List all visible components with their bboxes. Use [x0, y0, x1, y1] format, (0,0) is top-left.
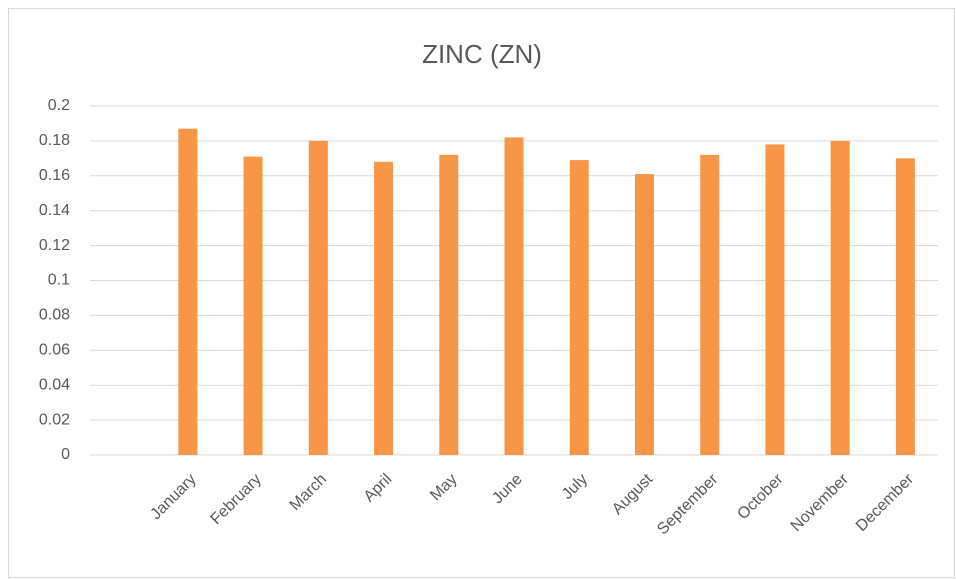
y-tick-label: 0.02	[39, 411, 70, 428]
y-tick-label: 0.14	[39, 202, 70, 219]
bar	[308, 140, 328, 455]
bar	[569, 160, 589, 455]
bar	[504, 137, 524, 455]
y-tick-label: 0.08	[39, 307, 70, 324]
bar	[634, 174, 654, 455]
y-tick-label: 0.16	[39, 167, 70, 184]
bar	[700, 154, 720, 456]
bar	[765, 144, 785, 455]
y-tick-label: 0.1	[48, 272, 70, 289]
bar	[439, 154, 459, 456]
y-tick-label: 0.12	[39, 237, 70, 254]
bar	[830, 140, 850, 455]
chart-title: ZINC (ZN)	[422, 39, 542, 69]
bar	[895, 158, 915, 455]
y-tick-label: 0.2	[48, 97, 70, 114]
bar	[178, 128, 198, 455]
y-tick-label: 0.06	[39, 342, 70, 359]
chart-border	[8, 8, 955, 578]
y-tick-label: 0.04	[39, 376, 70, 393]
bar	[374, 161, 394, 455]
bar	[243, 156, 263, 456]
y-tick-label: 0.18	[39, 132, 70, 149]
y-tick-label: 0	[61, 446, 70, 463]
